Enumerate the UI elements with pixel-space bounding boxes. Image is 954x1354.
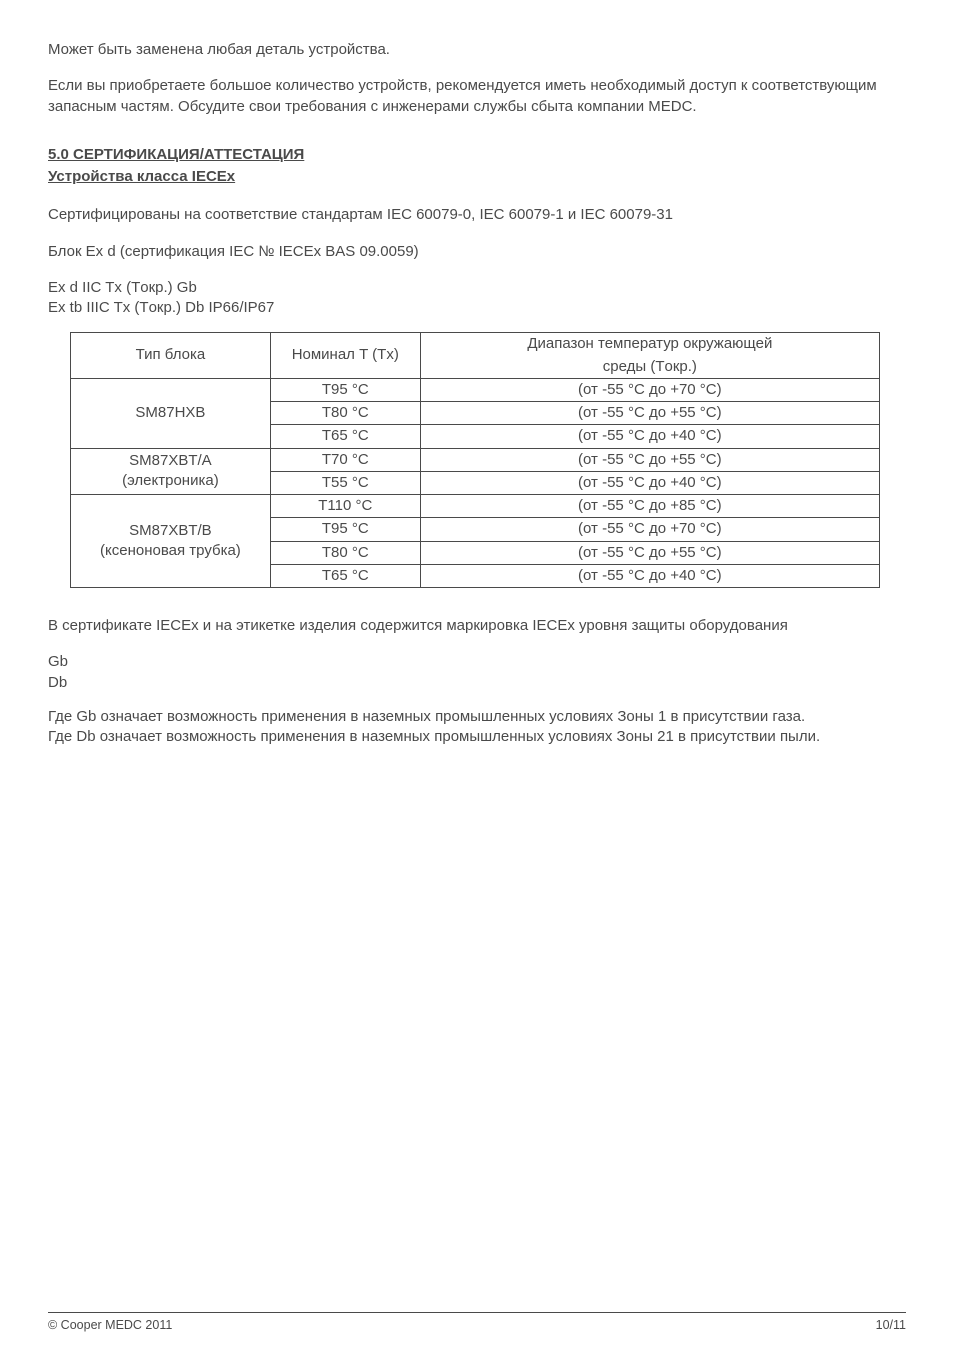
table-cell-unit: SM87XBT/A(электроника): [71, 448, 271, 495]
table-row: SM87HXBT95 °C(от -55 °C до +70 °C): [71, 378, 880, 401]
table-cell-t: T65 °C: [270, 564, 420, 587]
table-cell-unit: SM87HXB: [71, 378, 271, 448]
epl-codes-block: Gb Db: [48, 652, 906, 693]
ex-codes-block: Ex d IIC Tx (Tокр.) Gb Ex tb IIIC Tx (Tо…: [48, 278, 906, 319]
table-cell-t: T65 °C: [270, 425, 420, 448]
table-header-range-line2: среды (Tокр.): [420, 356, 879, 379]
temperature-table: Тип блокаНоминал T (Tx)Диапазон температ…: [70, 332, 880, 588]
epl-code-gb: Gb: [48, 652, 906, 672]
table-row: SM87XBT/A(электроника)T70 °C(от -55 °C д…: [71, 448, 880, 471]
table-cell-range: (от -55 °C до +40 °C): [420, 425, 879, 448]
epl-intro-text: В сертификате IECEx и на этикетке издели…: [48, 616, 906, 636]
table-row: SM87XBT/B(ксеноновая трубка)T110 °C(от -…: [71, 495, 880, 518]
ex-code-1: Ex d IIC Tx (Tокр.) Gb: [48, 278, 906, 298]
table-cell-range: (от -55 °C до +55 °C): [420, 541, 879, 564]
table-cell-range: (от -55 °C до +40 °C): [420, 471, 879, 494]
cert-number-text: Блок Ex d (сертификация IEC № IECEx BAS …: [48, 242, 906, 262]
cert-standards-text: Сертифицированы на соответствие стандарт…: [48, 205, 906, 225]
table-cell-t: T80 °C: [270, 402, 420, 425]
table-cell-range: (от -55 °C до +70 °C): [420, 518, 879, 541]
intro-paragraph-1: Может быть заменена любая деталь устройс…: [48, 40, 906, 60]
table-cell-range: (от -55 °C до +40 °C): [420, 564, 879, 587]
section-heading: 5.0 СЕРТИФИКАЦИЯ/АТТЕСТАЦИЯ: [48, 145, 906, 165]
footer-page-number: 10/11: [876, 1317, 906, 1334]
table-cell-t: T95 °C: [270, 378, 420, 401]
table-cell-t: T95 °C: [270, 518, 420, 541]
table-cell-range: (от -55 °C до +55 °C): [420, 402, 879, 425]
epl-desc-gb: Где Gb означает возможность применения в…: [48, 707, 906, 727]
section-subheading: Устройства класса IECEx: [48, 167, 906, 187]
table-cell-range: (от -55 °C до +85 °C): [420, 495, 879, 518]
table-cell-t: T70 °C: [270, 448, 420, 471]
table-header-t: Номинал T (Tx): [270, 333, 420, 379]
ex-code-2: Ex tb IIIC Tx (Tокр.) Db IP66/IP67: [48, 298, 906, 318]
page-footer: © Cooper MEDC 2011 10/11: [48, 1312, 906, 1334]
table-cell-range: (от -55 °C до +55 °C): [420, 448, 879, 471]
table-cell-t: T55 °C: [270, 471, 420, 494]
table-cell-unit: SM87XBT/B(ксеноновая трубка): [71, 495, 271, 588]
footer-copyright: © Cooper MEDC 2011: [48, 1317, 172, 1334]
table-header-unit: Тип блока: [71, 333, 271, 379]
epl-code-db: Db: [48, 673, 906, 693]
table-cell-range: (от -55 °C до +70 °C): [420, 378, 879, 401]
epl-desc-db: Где Db означает возможность применения в…: [48, 727, 906, 747]
table-cell-t: T80 °C: [270, 541, 420, 564]
intro-paragraph-2: Если вы приобретаете большое количество …: [48, 76, 906, 117]
table-header-range-line1: Диапазон температур окружающей: [420, 333, 879, 356]
table-cell-t: T110 °C: [270, 495, 420, 518]
